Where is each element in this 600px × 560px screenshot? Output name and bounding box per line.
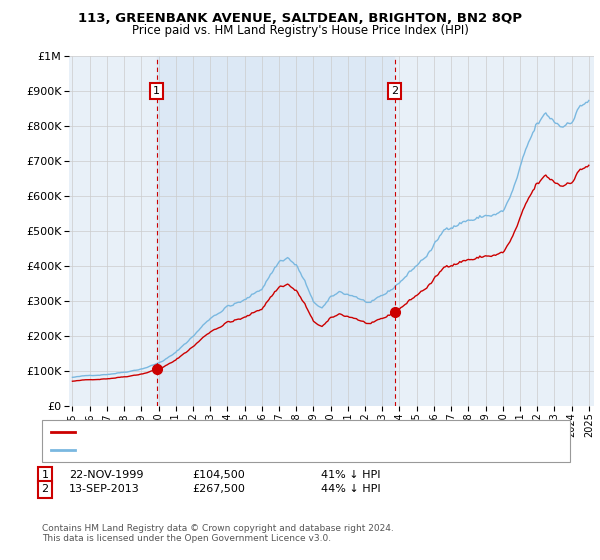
Text: £267,500: £267,500 (192, 484, 245, 494)
Text: 22-NOV-1999: 22-NOV-1999 (69, 470, 143, 480)
Bar (157, 56, 394, 406)
Text: 44% ↓ HPI: 44% ↓ HPI (321, 484, 380, 494)
Text: 13-SEP-2013: 13-SEP-2013 (69, 484, 140, 494)
Text: 113, GREENBANK AVENUE, SALTDEAN, BRIGHTON, BN2 8QP: 113, GREENBANK AVENUE, SALTDEAN, BRIGHTO… (78, 12, 522, 25)
Text: 1: 1 (153, 86, 160, 96)
Text: 2: 2 (391, 86, 398, 96)
Text: 1: 1 (41, 470, 49, 480)
Text: HPI: Average price, detached house, Brighton and Hove: HPI: Average price, detached house, Brig… (81, 446, 353, 456)
Text: 113, GREENBANK AVENUE, SALTDEAN, BRIGHTON, BN2 8QP (detached house): 113, GREENBANK AVENUE, SALTDEAN, BRIGHTO… (81, 428, 463, 437)
Text: 41% ↓ HPI: 41% ↓ HPI (321, 470, 380, 480)
Text: Contains HM Land Registry data © Crown copyright and database right 2024.
This d: Contains HM Land Registry data © Crown c… (42, 524, 394, 543)
Text: 2: 2 (41, 484, 49, 494)
Text: £104,500: £104,500 (192, 470, 245, 480)
Text: Price paid vs. HM Land Registry's House Price Index (HPI): Price paid vs. HM Land Registry's House … (131, 24, 469, 37)
